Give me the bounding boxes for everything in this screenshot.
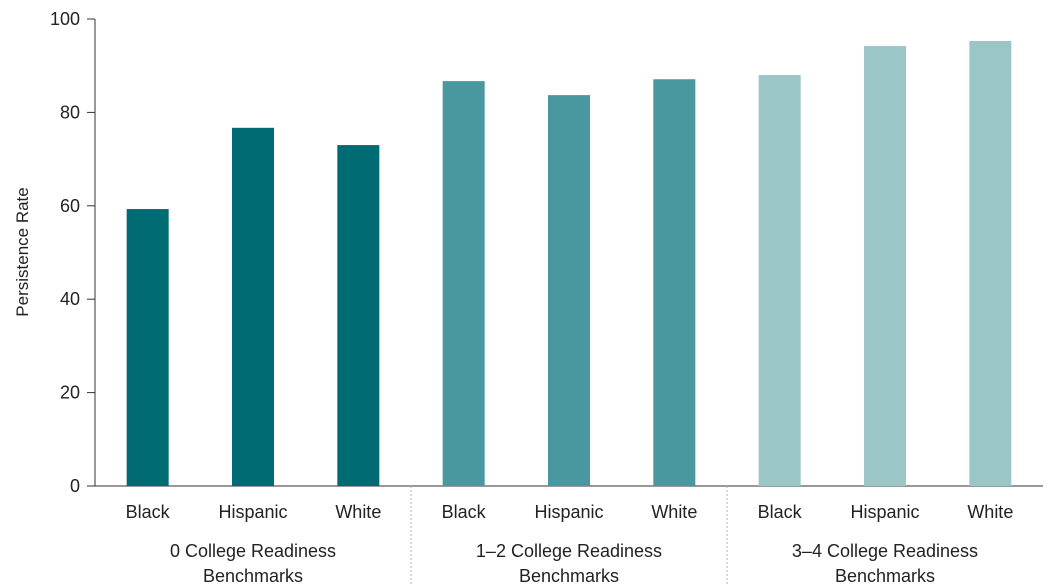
category-label: White	[967, 502, 1013, 522]
category-label: White	[651, 502, 697, 522]
group-label-line: 3–4 College Readiness	[792, 541, 978, 561]
category-label: Black	[442, 502, 487, 522]
category-labels: Black Hispanic White Black Hispanic White Blac…	[126, 502, 1014, 522]
bar	[442, 81, 485, 487]
y-tick-label: 20	[60, 383, 80, 403]
bar	[232, 127, 274, 486]
bar	[969, 40, 1012, 486]
group-label-line: Benchmarks	[835, 566, 935, 586]
bar	[758, 75, 801, 486]
group-labels: 0 College Readiness Benchmarks 1–2 College…	[170, 541, 978, 586]
y-axis-ticks: 0 20 40 60 80 100	[50, 9, 95, 496]
y-tick-label: 60	[60, 196, 80, 216]
bar	[864, 46, 906, 486]
y-tick-label: 0	[70, 476, 80, 496]
category-label: Hispanic	[850, 502, 919, 522]
group-label-line: 1–2 College Readiness	[476, 541, 662, 561]
category-label: White	[335, 502, 381, 522]
bars-layer	[126, 40, 1012, 487]
category-label: Black	[758, 502, 803, 522]
group-label-line: Benchmarks	[519, 566, 619, 586]
bar	[653, 79, 696, 487]
bar	[126, 209, 169, 486]
group-separators	[410, 486, 728, 586]
bar	[548, 95, 590, 486]
group-label-line: Benchmarks	[203, 566, 303, 586]
category-label: Black	[126, 502, 171, 522]
bar	[337, 145, 380, 486]
group-label-line: 0 College Readiness	[170, 541, 336, 561]
y-tick-label: 40	[60, 289, 80, 309]
category-label: Hispanic	[534, 502, 603, 522]
y-tick-label: 80	[60, 102, 80, 122]
y-axis-title: Persistence Rate	[13, 187, 32, 316]
y-tick-label: 100	[50, 9, 80, 29]
category-label: Hispanic	[218, 502, 287, 522]
